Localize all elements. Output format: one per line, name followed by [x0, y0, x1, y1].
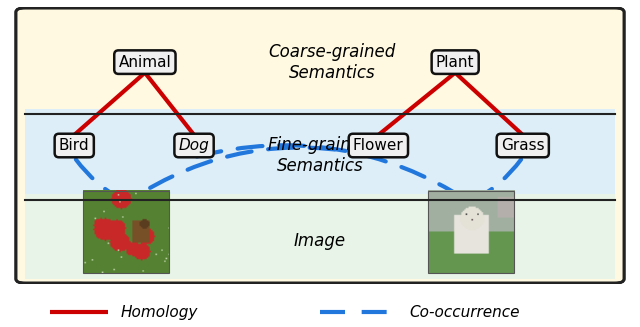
Bar: [83, 191, 170, 273]
Text: Grass: Grass: [501, 138, 545, 153]
Text: Flower: Flower: [353, 138, 404, 153]
FancyBboxPatch shape: [16, 8, 624, 283]
Text: Fine-grained
Semantics: Fine-grained Semantics: [268, 136, 372, 175]
FancyBboxPatch shape: [25, 109, 615, 279]
Text: Animal: Animal: [118, 55, 172, 70]
Text: Bird: Bird: [59, 138, 90, 153]
Text: Dog: Dog: [179, 138, 209, 153]
Text: Coarse-grained
Semantics: Coarse-grained Semantics: [269, 43, 396, 81]
Text: Plant: Plant: [436, 55, 474, 70]
FancyBboxPatch shape: [25, 194, 615, 279]
Bar: [428, 191, 513, 273]
Text: Co-occurrence: Co-occurrence: [409, 305, 520, 320]
Text: Image: Image: [294, 232, 346, 250]
Text: Homology: Homology: [120, 305, 198, 320]
